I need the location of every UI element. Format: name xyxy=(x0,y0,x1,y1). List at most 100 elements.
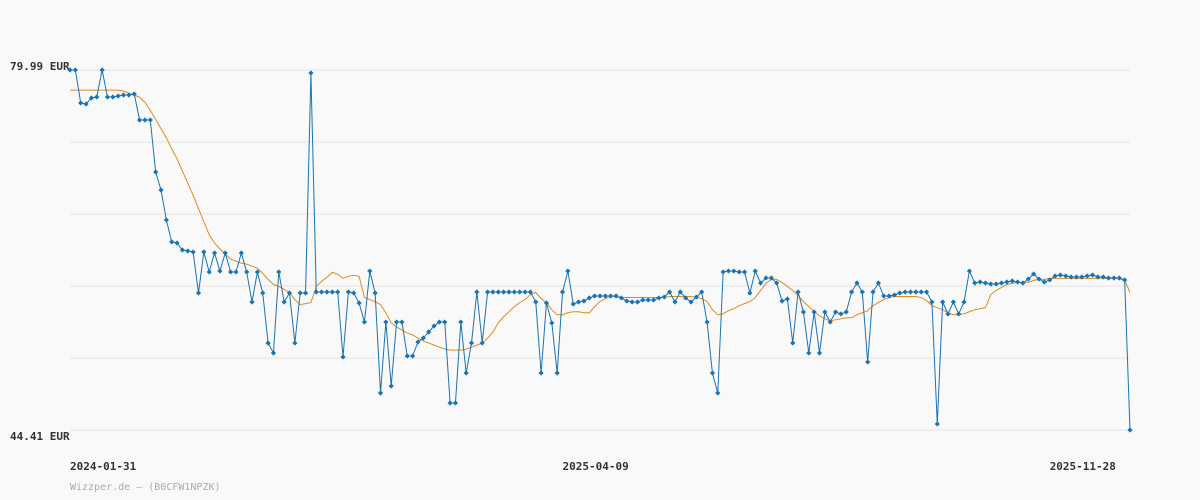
price-marker xyxy=(581,298,587,304)
price-marker xyxy=(897,290,903,296)
price-marker xyxy=(843,309,849,315)
price-marker xyxy=(683,295,689,301)
price-marker xyxy=(383,319,389,325)
price-marker xyxy=(179,247,186,253)
price-marker xyxy=(549,320,555,326)
price-marker xyxy=(415,339,421,345)
price-marker xyxy=(1009,278,1015,284)
price-marker xyxy=(517,289,523,295)
price-marker xyxy=(800,309,807,315)
price-marker xyxy=(195,290,202,296)
price-marker xyxy=(731,268,737,274)
price-marker xyxy=(597,293,603,299)
price-marker xyxy=(907,289,914,295)
price-marker xyxy=(254,269,260,275)
price-marker xyxy=(153,169,159,175)
price-marker xyxy=(859,289,865,295)
price-marker xyxy=(169,239,175,245)
price-marker xyxy=(827,319,833,325)
price-marker xyxy=(881,293,887,299)
price-marker xyxy=(126,92,132,98)
price-marker xyxy=(265,340,271,346)
price-marker xyxy=(993,281,999,287)
price-marker xyxy=(1041,279,1047,285)
price-marker xyxy=(324,289,330,295)
price-marker xyxy=(442,319,448,325)
price-marker xyxy=(806,350,812,356)
y-tick-label: 44.41 EUR xyxy=(10,430,70,443)
price-marker xyxy=(372,290,378,296)
price-marker xyxy=(699,289,705,295)
price-marker xyxy=(67,67,73,73)
price-marker xyxy=(672,299,678,305)
price-marker xyxy=(661,294,667,300)
price-marker xyxy=(1127,427,1133,433)
price-marker xyxy=(538,370,544,376)
price-marker xyxy=(988,281,994,287)
price-marker xyxy=(1068,274,1074,280)
price-marker xyxy=(479,340,485,346)
price-marker xyxy=(147,117,153,123)
price-marker xyxy=(982,280,989,286)
price-marker xyxy=(1084,273,1090,279)
price-marker xyxy=(233,269,239,275)
price-marker xyxy=(886,293,892,299)
y-tick-label: 79.99 EUR xyxy=(10,60,70,73)
price-marker xyxy=(790,340,796,346)
price-marker xyxy=(950,299,956,305)
price-marker xyxy=(966,268,972,274)
x-tick-label: 2025-11-28 xyxy=(1050,460,1116,473)
price-marker xyxy=(1014,279,1021,285)
price-marker xyxy=(977,279,983,285)
price-marker xyxy=(190,249,196,255)
price-marker xyxy=(752,268,758,274)
price-marker xyxy=(404,353,410,359)
price-marker xyxy=(533,299,539,305)
price-marker xyxy=(1089,272,1096,278)
price-marker xyxy=(902,289,908,295)
price-marker xyxy=(923,289,930,295)
x-tick-label: 2024-01-31 xyxy=(70,460,137,473)
price-marker xyxy=(640,297,646,303)
price-marker xyxy=(1079,274,1085,280)
price-marker xyxy=(228,269,234,275)
price-marker xyxy=(784,296,790,302)
price-marker xyxy=(961,299,967,305)
price-marker xyxy=(78,100,84,106)
price-marker xyxy=(120,92,127,98)
price-marker xyxy=(838,311,844,317)
price-marker xyxy=(1031,271,1037,277)
price-marker xyxy=(426,329,432,335)
price-marker xyxy=(956,311,962,317)
price-marker xyxy=(608,293,614,299)
price-marker xyxy=(768,275,774,281)
price-marker xyxy=(201,249,207,255)
x-tick-label: 2025-04-09 xyxy=(563,460,629,473)
price-marker xyxy=(656,295,662,301)
price-marker xyxy=(104,94,111,100)
price-marker xyxy=(1047,277,1053,283)
price-marker xyxy=(1100,274,1106,280)
price-marker xyxy=(270,350,277,356)
price-marker xyxy=(222,250,228,256)
price-marker xyxy=(238,250,244,256)
price-marker xyxy=(736,269,742,275)
price-marker xyxy=(388,383,394,389)
price-marker xyxy=(468,340,475,346)
price-marker xyxy=(286,290,293,296)
price-marker xyxy=(747,290,753,296)
price-marker xyxy=(436,319,442,325)
price-marker xyxy=(292,340,298,346)
price-marker xyxy=(618,295,625,301)
price-marker xyxy=(1105,275,1112,281)
price-marker xyxy=(741,269,748,275)
price-marker xyxy=(72,67,78,73)
price-marker xyxy=(875,280,881,286)
price-marker xyxy=(865,359,871,365)
price-marker xyxy=(410,353,416,359)
price-marker xyxy=(393,319,400,325)
price-marker xyxy=(891,292,898,298)
price-marker xyxy=(351,290,357,296)
price-marker xyxy=(774,280,780,286)
